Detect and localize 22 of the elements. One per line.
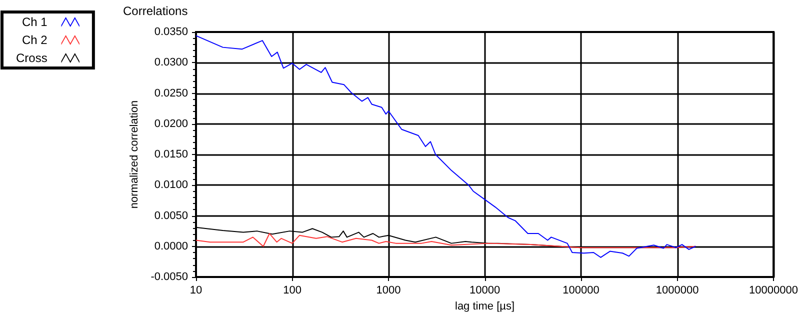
chart-title: Correlations xyxy=(123,4,188,18)
x-tick-label: 100 xyxy=(283,284,302,296)
legend-label: Ch 2 xyxy=(22,33,48,47)
legend-label: Ch 1 xyxy=(22,15,48,29)
y-tick-label: -0.0050 xyxy=(150,271,188,283)
x-tick-label: 100000 xyxy=(562,284,600,296)
x-tick-label: 10000 xyxy=(469,284,500,296)
y-tick-label: 0.0000 xyxy=(154,240,188,252)
y-axis-title: normalized correlation xyxy=(128,100,140,209)
y-tick-label: 0.0300 xyxy=(154,56,188,69)
x-tick-label: 10 xyxy=(190,284,202,296)
y-tick-label: 0.0350 xyxy=(154,26,188,38)
x-tick-label: 1000 xyxy=(376,284,401,296)
x-tick-label: 1000000 xyxy=(656,284,699,296)
x-axis-title: lag time [µs] xyxy=(455,300,515,312)
y-tick-label: 0.0250 xyxy=(154,87,188,100)
y-tick-label: 0.0200 xyxy=(154,118,188,130)
y-tick-label: 0.0150 xyxy=(154,148,188,160)
legend-label: Cross xyxy=(16,51,48,65)
y-tick-label: 0.0100 xyxy=(154,179,188,192)
y-tick-label: 0.0050 xyxy=(154,210,188,222)
x-tick-label: 10000000 xyxy=(749,284,798,296)
